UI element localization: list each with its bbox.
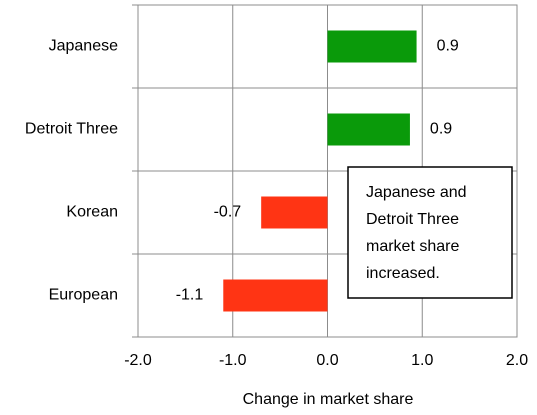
annotation-text: increased. — [366, 265, 440, 282]
plot-border — [137, 4, 518, 338]
x-axis-label: Change in market share — [243, 391, 414, 408]
x-tick-label: 1.0 — [411, 352, 433, 369]
x-tick-label: 0.0 — [316, 352, 338, 369]
annotation-text: Japanese and — [366, 184, 467, 201]
y-tick-label: Korean — [66, 204, 118, 221]
annotation-box — [347, 166, 513, 299]
value-label: -1.1 — [176, 287, 204, 304]
y-tick-label: European — [49, 287, 118, 304]
y-tick-label: Detroit Three — [25, 121, 118, 138]
annotation-text: market share — [366, 238, 459, 255]
x-tick-label: 2.0 — [506, 352, 528, 369]
bar — [327, 30, 417, 63]
bar — [327, 113, 410, 146]
y-tick-label: Japanese — [49, 38, 118, 55]
x-tick-label: -1.0 — [219, 352, 247, 369]
x-tick-label: -2.0 — [124, 352, 152, 369]
value-label: -0.7 — [214, 204, 242, 221]
annotation-text: Detroit Three — [366, 211, 459, 228]
bar — [223, 279, 328, 312]
bar — [261, 196, 328, 229]
value-label: 0.9 — [430, 121, 452, 138]
value-label: 0.9 — [437, 38, 459, 55]
